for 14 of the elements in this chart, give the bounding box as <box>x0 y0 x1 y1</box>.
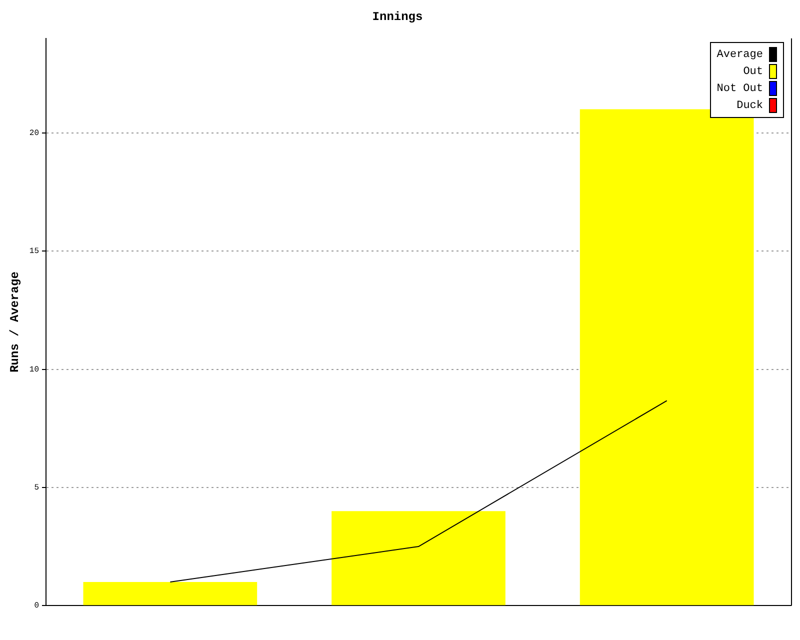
bar <box>580 109 754 606</box>
y-tick-label: 5 <box>34 484 40 493</box>
legend-label: Not Out <box>716 82 763 94</box>
y-tick-label: 15 <box>29 247 40 256</box>
legend-label: Out <box>743 66 763 78</box>
bar <box>332 511 506 606</box>
bar <box>83 582 258 606</box>
y-tick-label: 10 <box>29 365 40 374</box>
y-tick-label: 0 <box>34 602 40 611</box>
y-axis-title: Runs / Average <box>8 272 22 372</box>
legend-label: Average <box>716 48 763 60</box>
y-tick-label: 20 <box>29 129 40 138</box>
chart-title: Innings <box>372 10 423 24</box>
legend-label: Duck <box>736 100 763 112</box>
